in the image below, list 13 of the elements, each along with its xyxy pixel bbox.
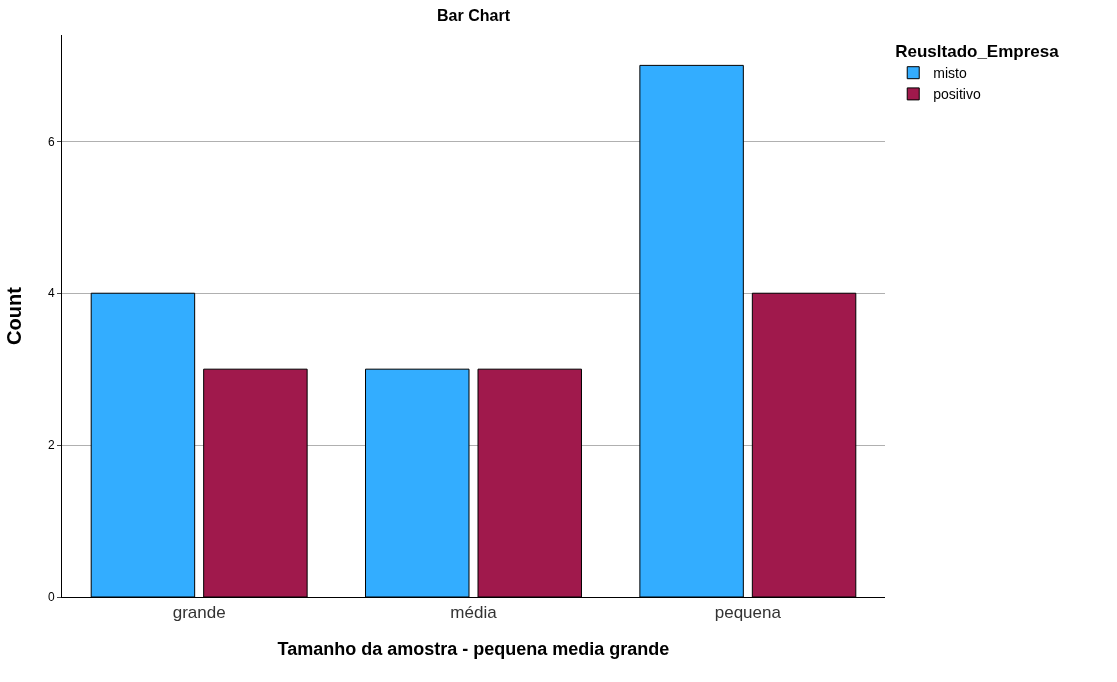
x-tick-label: média — [450, 603, 498, 623]
legend-label: misto — [933, 65, 967, 82]
legend-title: Reusltado_Empresa — [895, 42, 1060, 62]
y-tick-label: 4 — [47, 286, 55, 301]
y-tick-label: 2 — [47, 438, 55, 453]
y-tick-label: 6 — [47, 134, 55, 149]
y-axis-title: Count — [3, 286, 26, 345]
x-tick-label: pequena — [714, 603, 782, 623]
chart-title: Bar Chart — [437, 7, 511, 25]
x-tick-label: grande — [172, 603, 226, 623]
y-tick-label: 0 — [47, 590, 55, 605]
legend-label: positivo — [933, 86, 981, 103]
x-axis-title: Tamanho da amostra - pequena media grande — [277, 638, 670, 659]
